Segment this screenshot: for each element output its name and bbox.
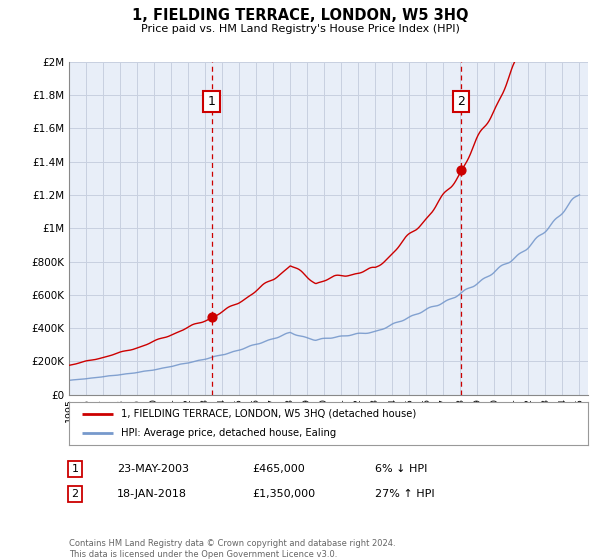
Text: Contains HM Land Registry data © Crown copyright and database right 2024.
This d: Contains HM Land Registry data © Crown c… (69, 539, 395, 559)
Text: 2: 2 (71, 489, 79, 499)
Text: 2: 2 (457, 95, 465, 108)
Text: 6% ↓ HPI: 6% ↓ HPI (375, 464, 427, 474)
Text: Price paid vs. HM Land Registry's House Price Index (HPI): Price paid vs. HM Land Registry's House … (140, 24, 460, 34)
Text: 23-MAY-2003: 23-MAY-2003 (117, 464, 189, 474)
Point (457, 165, 466, 174)
Text: 1, FIELDING TERRACE, LONDON, W5 3HQ: 1, FIELDING TERRACE, LONDON, W5 3HQ (132, 8, 468, 24)
Text: 1, FIELDING TERRACE, LONDON, W5 3HQ (detached house): 1, FIELDING TERRACE, LONDON, W5 3HQ (det… (121, 409, 416, 419)
Text: £465,000: £465,000 (252, 464, 305, 474)
Text: 27% ↑ HPI: 27% ↑ HPI (375, 489, 434, 499)
Text: 1: 1 (71, 464, 79, 474)
Point (207, 313, 217, 322)
Text: 1: 1 (208, 95, 215, 108)
Text: £1,350,000: £1,350,000 (252, 489, 315, 499)
Text: 18-JAN-2018: 18-JAN-2018 (117, 489, 187, 499)
Text: HPI: Average price, detached house, Ealing: HPI: Average price, detached house, Eali… (121, 428, 336, 438)
